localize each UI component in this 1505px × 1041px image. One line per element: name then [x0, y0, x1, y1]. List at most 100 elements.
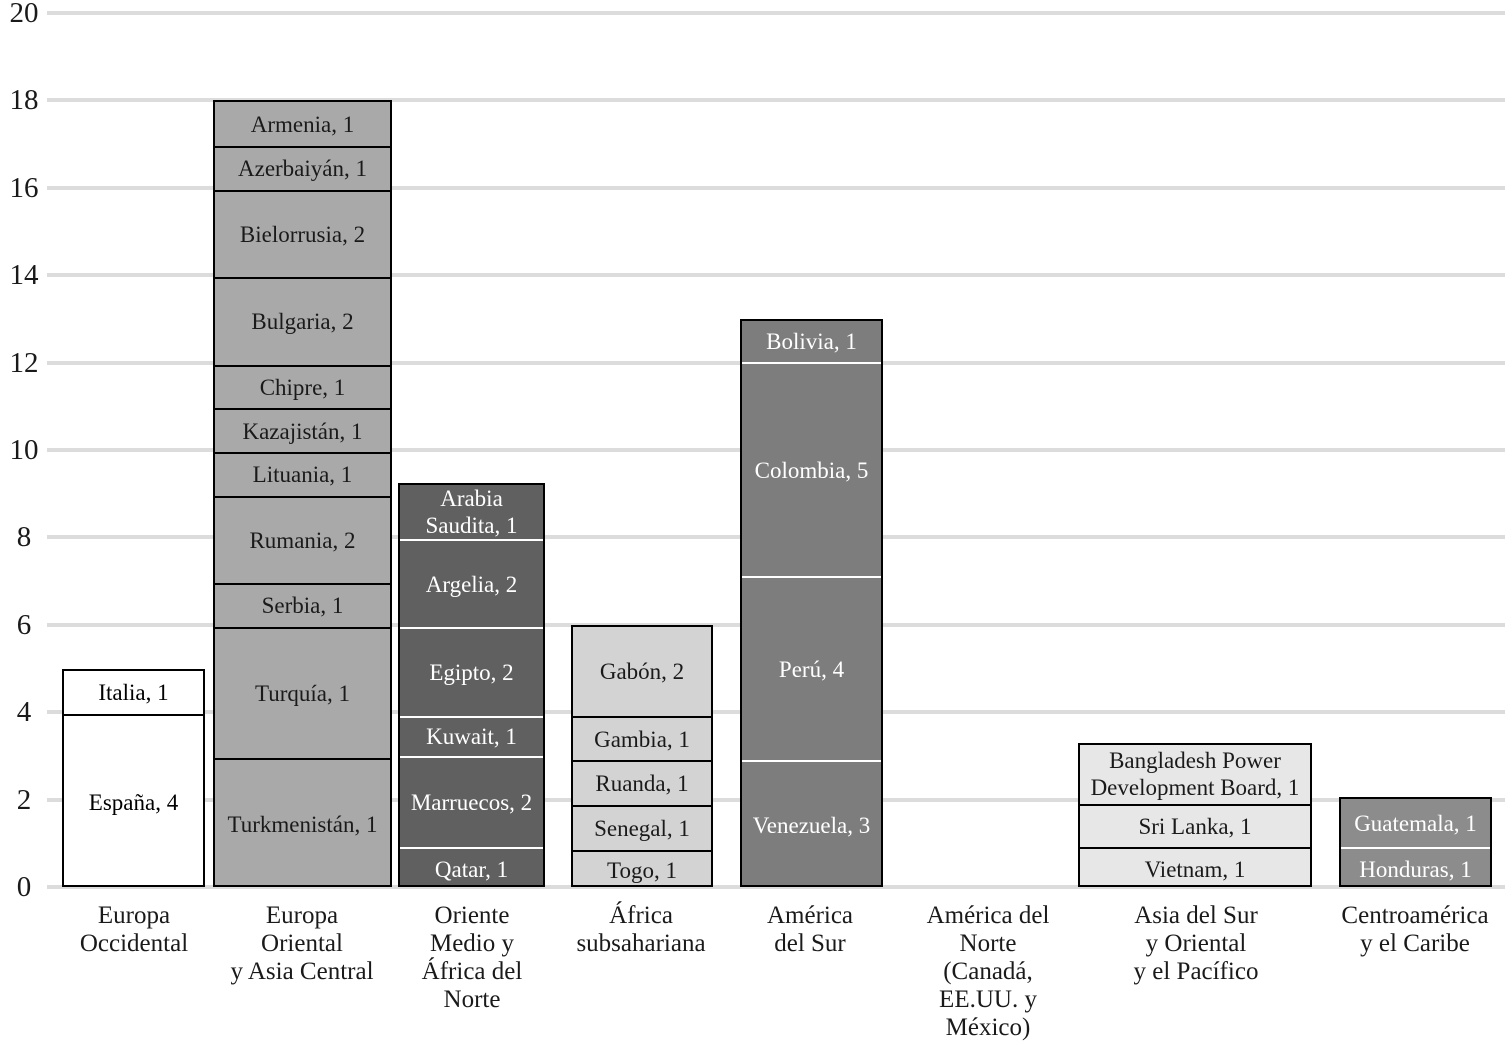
segment-label: Lituania, 1 [252, 462, 353, 488]
y-tick-label: 20 [9, 0, 39, 29]
x-axis-label-line: México) [945, 1014, 1031, 1041]
segment-label: Italia, 1 [98, 679, 169, 705]
x-axis-label-line: (Canadá, [943, 958, 1033, 985]
segment-label: Perú, 4 [778, 656, 845, 682]
segment-label: Sri Lanka, 1 [1138, 814, 1252, 840]
x-axis-label: Asia del Sur y Oriental y el Pacífico [1071, 902, 1321, 986]
segment-label: Turquía, 1 [255, 680, 350, 706]
bar-segment: Chipre, 1 [215, 364, 390, 409]
bar-segment: Arabia Saudita, 1 [400, 485, 543, 540]
y-tick-label: 10 [9, 434, 39, 466]
bar-segment: Lituania, 1 [215, 451, 390, 496]
y-tick-label: 0 [16, 871, 32, 903]
bar-centroam-rica-y-el-caribe: Honduras, 1 Guatemala, 1 [1339, 797, 1492, 887]
bar-segment: Serbia, 1 [215, 583, 390, 627]
segment-label: Rumania, 2 [249, 527, 356, 553]
segment-label: Colombia, 5 [754, 457, 869, 483]
x-axis-label-line: Centroamérica [1341, 902, 1489, 929]
bar--frica-subsahariana: Togo, 1 Senegal, 1 Ruanda, 1 Gambia, 1 Gabón… [571, 624, 713, 889]
bar-segment: Azerbaiyán, 1 [215, 146, 390, 190]
x-axis-label-line: subsahariana [576, 930, 706, 957]
segment-label: Bielorrusia, 2 [239, 221, 366, 247]
bar-segment: Sri Lanka, 1 [1080, 803, 1310, 848]
x-axis-label: Europa Occidental [9, 902, 259, 958]
x-axis-label-line: Oriental [261, 930, 343, 957]
bar-segment: Honduras, 1 [1341, 847, 1490, 889]
x-axis-label-line: Norte [443, 986, 501, 1013]
bar-segment: Venezuela, 3 [742, 760, 881, 889]
bar-segment: Colombia, 5 [742, 362, 881, 576]
x-axis-label: América del Sur [685, 902, 935, 958]
segment-label: Gabón, 2 [599, 658, 685, 684]
y-tick-label: 14 [9, 259, 39, 292]
x-axis-label-line: América del [926, 902, 1050, 929]
segment-label: Bolivia, 1 [766, 329, 857, 355]
bar-segment: Bielorrusia, 2 [215, 189, 390, 277]
bar-segment: Egipto, 2 [400, 626, 543, 717]
y-tick-label: 2 [16, 783, 32, 816]
segment-label: Turkmenistán, 1 [227, 811, 378, 837]
bar-europa-occidental: España, 4 Italia, 1 [62, 668, 205, 889]
bar-segment: Qatar, 1 [400, 847, 543, 889]
segment-label: Argelia, 2 [425, 571, 518, 597]
bar-segment: Kuwait, 1 [400, 716, 543, 755]
bar-segment: Bangladesh Power Development Board, 1 [1080, 745, 1310, 804]
bar-asia-del-sur-y-oriental-y-el-pac-fico: Vietnam, 1 Sri Lanka, 1 Bangladesh Power D… [1078, 742, 1312, 889]
x-axis-label: África subsahariana [516, 902, 766, 958]
y-gridline [47, 273, 1505, 278]
x-axis-label-line: África [609, 902, 673, 929]
bar-segment: Togo, 1 [573, 849, 711, 889]
x-axis-label-line: del Sur [774, 930, 846, 957]
bar-segment: Italia, 1 [64, 671, 203, 715]
segment-label: España, 4 [88, 790, 179, 816]
bar-segment: España, 4 [64, 714, 203, 889]
bar-segment: Turquía, 1 [215, 626, 390, 758]
bar-segment: Turkmenistán, 1 [215, 757, 390, 889]
bar-segment: Kazajistán, 1 [215, 408, 390, 452]
bar-europa-oriental-y-asia-central: Turkmenistán, 1 Turquía, 1 Serbia, 1 Rumani… [213, 100, 392, 887]
segment-label: Vietnam, 1 [1144, 856, 1246, 882]
bar-oriente-medio-y-frica-del-norte: Qatar, 1 Marruecos, 2 Kuwait, 1 Egipto, 2 Ar… [398, 482, 545, 889]
segment-label: Arabia Saudita, 1 [425, 485, 518, 539]
segment-label: Chipre, 1 [259, 374, 346, 400]
segment-label: Azerbaiyán, 1 [238, 156, 367, 182]
bar-segment: Perú, 4 [742, 576, 881, 760]
x-axis-label-line: África del [421, 958, 523, 985]
bar-segment: Armenia, 1 [215, 102, 390, 146]
segment-label: Armenia, 1 [250, 111, 355, 137]
x-axis-label-line: Norte [959, 930, 1017, 957]
x-axis-label-line: América [766, 902, 854, 929]
x-axis-label: América del Norte (Canadá, EE.UU. y México) [863, 902, 1113, 1041]
x-axis-label-line: y Oriental [1145, 930, 1247, 957]
y-tick-label: 4 [16, 696, 32, 729]
bar-segment: Gambia, 1 [573, 715, 711, 761]
bar-segment: Rumania, 2 [215, 495, 390, 583]
segment-label: Kazajistán, 1 [242, 418, 363, 444]
x-axis-label-line: y Asia Central [230, 958, 374, 985]
x-axis-label: Centroamérica y el Caribe [1290, 902, 1505, 958]
x-axis-label-line: Asia del Sur [1134, 902, 1258, 929]
x-axis-label-line: Oriente [434, 902, 510, 929]
segment-label: Senegal, 1 [594, 815, 690, 841]
x-axis-label-line: EE.UU. y [939, 986, 1037, 1013]
segment-label: Egipto, 2 [429, 660, 514, 686]
bar-segment: Guatemala, 1 [1341, 799, 1490, 847]
segment-label: Bulgaria, 2 [251, 309, 354, 335]
x-axis-label: Europa Oriental y Asia Central [177, 902, 427, 986]
bar-am-rica-del-sur: Venezuela, 3 Perú, 4 Colombia, 5 Bolivia, 1 [740, 318, 883, 889]
bar-segment: Gabón, 2 [573, 627, 711, 716]
segment-label: Ruanda, 1 [595, 771, 689, 797]
y-gridline [47, 885, 1505, 889]
bar-segment: Senegal, 1 [573, 805, 711, 850]
bar-segment: Bolivia, 1 [742, 321, 881, 363]
bar-segment: Ruanda, 1 [573, 760, 711, 805]
bar-segment: Vietnam, 1 [1080, 847, 1310, 889]
x-axis-label-line: Europa [97, 902, 171, 929]
segment-label: Venezuela, 3 [752, 812, 871, 838]
segment-label: Marruecos, 2 [410, 790, 533, 816]
bar-segment: Marruecos, 2 [400, 755, 543, 848]
y-gridline [47, 11, 1505, 15]
y-tick-label: 8 [16, 521, 32, 554]
segment-label: Guatemala, 1 [1354, 810, 1477, 836]
